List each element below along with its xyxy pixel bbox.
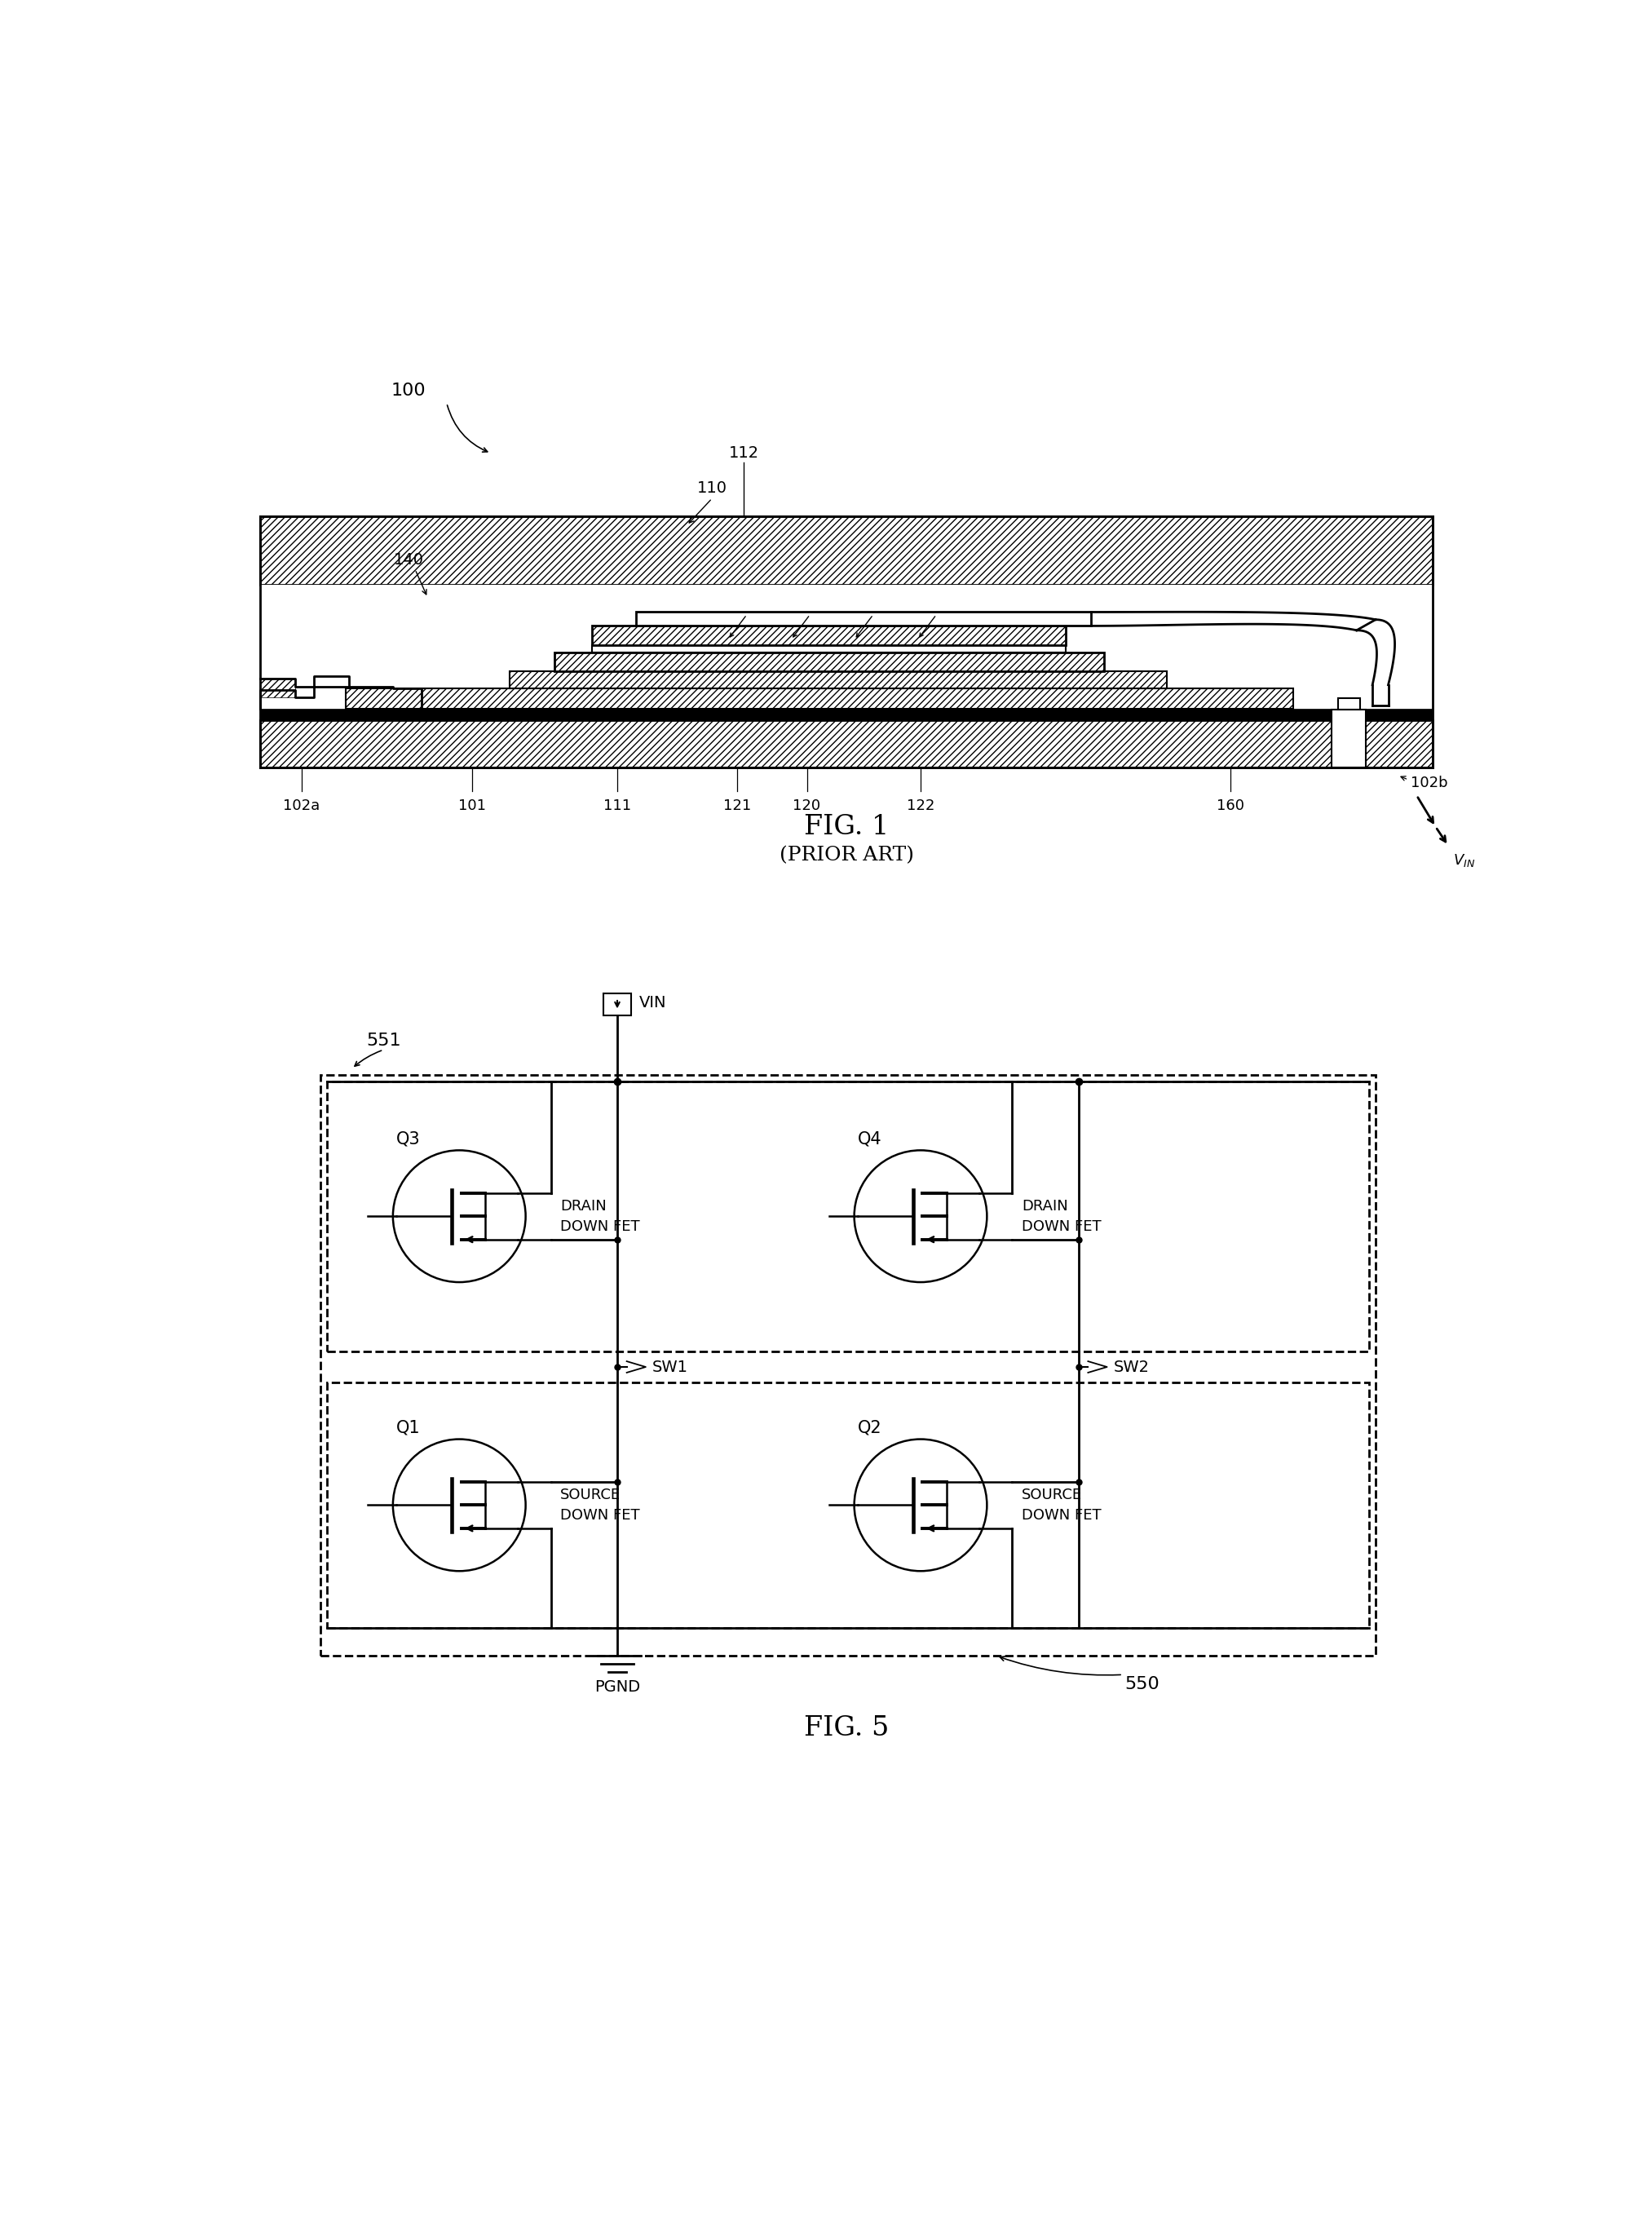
- Text: SOURCE
DOWN FET: SOURCE DOWN FET: [1021, 1488, 1102, 1522]
- Bar: [345, 689, 1294, 709]
- Text: 160: 160: [1216, 799, 1244, 812]
- Text: 140: 140: [393, 553, 425, 568]
- Bar: [553, 651, 1104, 671]
- Bar: [1338, 698, 1360, 709]
- Bar: [591, 627, 1066, 645]
- Text: Q4: Q4: [857, 1130, 882, 1148]
- Text: 102a: 102a: [282, 799, 320, 812]
- Text: $V_{IN}$: $V_{IN}$: [1452, 853, 1475, 868]
- Bar: [510, 671, 1166, 689]
- Bar: [261, 517, 1432, 584]
- Text: SW2: SW2: [1113, 1358, 1150, 1374]
- Text: Q3: Q3: [396, 1130, 420, 1148]
- Text: Q1: Q1: [396, 1419, 420, 1437]
- Text: 551: 551: [367, 1032, 401, 1050]
- Bar: [261, 709, 1432, 721]
- Bar: [636, 611, 1092, 627]
- Bar: [261, 584, 1432, 721]
- Bar: [1332, 709, 1366, 768]
- Text: 122: 122: [907, 799, 935, 812]
- Bar: [261, 678, 296, 698]
- Text: 112: 112: [729, 445, 758, 461]
- Text: 110: 110: [697, 479, 727, 495]
- Bar: [591, 645, 1066, 651]
- Text: DRAIN
DOWN FET: DRAIN DOWN FET: [1021, 1200, 1102, 1233]
- Text: VIN: VIN: [639, 996, 667, 1009]
- Text: FIG. 5: FIG. 5: [805, 1714, 889, 1741]
- Bar: [603, 994, 631, 1016]
- Text: SOURCE
DOWN FET: SOURCE DOWN FET: [560, 1488, 639, 1522]
- Text: 111: 111: [603, 799, 631, 812]
- Text: 121: 121: [724, 799, 752, 812]
- Text: 101: 101: [458, 799, 486, 812]
- Text: SW1: SW1: [653, 1358, 687, 1374]
- Bar: [261, 721, 1432, 768]
- Text: FIG. 1: FIG. 1: [805, 815, 889, 839]
- Text: 100: 100: [392, 383, 426, 398]
- Text: 102b: 102b: [1411, 777, 1447, 790]
- Text: DRAIN
DOWN FET: DRAIN DOWN FET: [560, 1200, 639, 1233]
- Text: PGND: PGND: [595, 1681, 639, 1694]
- Text: (PRIOR ART): (PRIOR ART): [780, 846, 914, 864]
- Text: 120: 120: [793, 799, 821, 812]
- Text: 550: 550: [1125, 1676, 1160, 1692]
- Text: Q2: Q2: [857, 1419, 882, 1437]
